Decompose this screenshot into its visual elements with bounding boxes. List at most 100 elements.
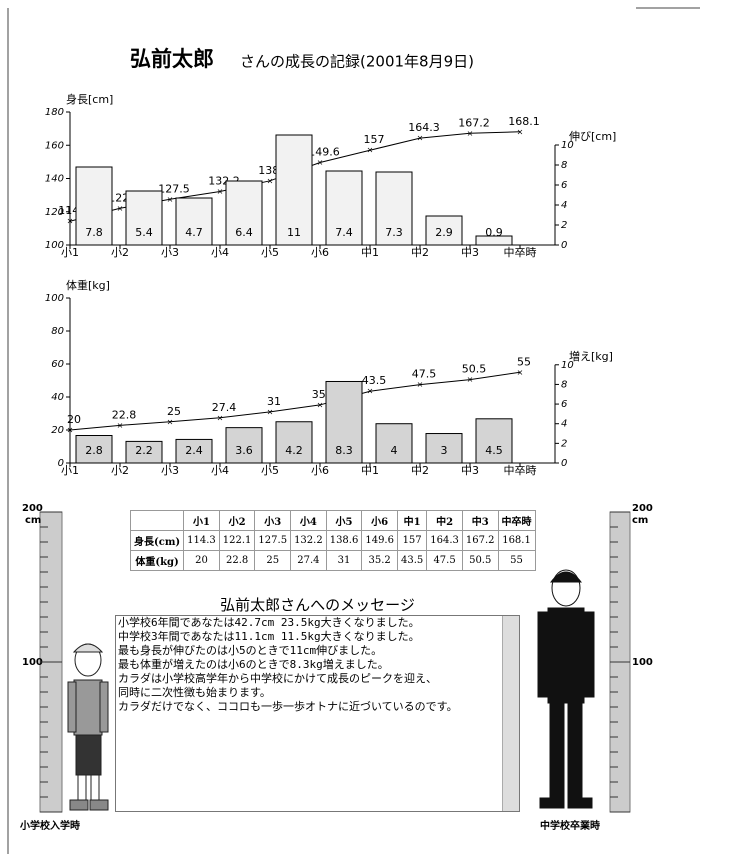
y-tick-label: 80 xyxy=(51,326,64,337)
cell: 55 xyxy=(498,551,535,571)
cell: 132.2 xyxy=(291,531,327,551)
y2-tick-label: 4 xyxy=(561,200,567,211)
page: 弘前太郎 さんの成長の記録(2001年8月9日) 200 cm 100 200 … xyxy=(0,0,741,854)
cell: 127.5 xyxy=(255,531,291,551)
x-tick-label: 小2 xyxy=(111,464,129,477)
right-caption: 中学校卒業時 xyxy=(540,819,600,832)
cell: 20 xyxy=(184,551,220,571)
x-tick-label: 小4 xyxy=(211,464,229,477)
x-tick-label: 小6 xyxy=(311,246,329,259)
column-header: 中卒時 xyxy=(498,511,535,531)
x-tick-label: 中2 xyxy=(411,464,429,477)
bar-label: 2.4 xyxy=(185,444,203,457)
cell: 50.5 xyxy=(462,551,498,571)
message-box[interactable]: 小学校6年間であなたは42.7cm 23.5kg大きくなりました。中学校3年間で… xyxy=(115,615,520,812)
message-title: 弘前太郎さんへのメッセージ xyxy=(115,594,520,615)
bar-label: 4.5 xyxy=(485,444,503,457)
cell: 122.1 xyxy=(219,531,255,551)
bar-label: 3 xyxy=(441,444,448,457)
point-label: 22.8 xyxy=(112,408,137,421)
bar-label: 8.3 xyxy=(335,444,353,457)
cell: 114.3 xyxy=(184,531,220,551)
student-figure xyxy=(538,570,594,808)
message-line: 同時に二次性徴も始まります。 xyxy=(116,686,519,700)
cell: 164.3 xyxy=(427,531,463,551)
y2-axis-label: 伸び[cm] xyxy=(569,130,616,143)
child-figure xyxy=(68,644,108,810)
column-header: 小3 xyxy=(255,511,291,531)
message-line: 最も体重が増えたのは小6のときで8.3kg増えました。 xyxy=(116,658,519,672)
bar-label: 11 xyxy=(287,226,301,239)
x-tick-label: 中2 xyxy=(411,246,429,259)
cell: 167.2 xyxy=(462,531,498,551)
cell: 149.6 xyxy=(362,531,398,551)
y-tick-label: 140 xyxy=(45,174,64,185)
column-header: 小4 xyxy=(291,511,327,531)
ruler-200: 200 xyxy=(22,503,43,514)
row-header: 体重(kg) xyxy=(131,551,184,571)
ruler-unit: cm xyxy=(632,515,648,526)
y2-tick-label: 2 xyxy=(561,438,567,449)
cell: 25 xyxy=(255,551,291,571)
y2-tick-label: 2 xyxy=(561,220,567,231)
bar-label: 6.4 xyxy=(235,226,253,239)
cell: 43.5 xyxy=(397,551,426,571)
column-header: 中2 xyxy=(427,511,463,531)
x-tick-label: 小3 xyxy=(161,246,179,259)
growth-table: 小1小2小3小4小5小6中1中2中3中卒時身長(cm)114.3122.1127… xyxy=(130,510,536,571)
x-tick-label: 中1 xyxy=(361,246,379,259)
point-label: 20 xyxy=(67,413,81,426)
x-tick-label: 中3 xyxy=(461,464,479,477)
cell: 27.4 xyxy=(291,551,327,571)
point-label: 55 xyxy=(517,355,531,368)
cell: 47.5 xyxy=(427,551,463,571)
y-tick-label: 40 xyxy=(51,392,64,403)
y2-tick-label: 6 xyxy=(561,180,567,191)
point-label: 167.2 xyxy=(458,116,490,129)
message-line: カラダだけでなく、ココロも一歩一歩オトナに近づいているのです。 xyxy=(116,700,519,714)
point-label: 25 xyxy=(167,405,181,418)
column-header: 中3 xyxy=(462,511,498,531)
y-tick-label: 160 xyxy=(45,140,64,151)
point-label: 43.5 xyxy=(362,374,387,387)
column-header: 中1 xyxy=(397,511,426,531)
y2-tick-label: 10 xyxy=(561,360,574,371)
point-label: 50.5 xyxy=(462,363,487,376)
point-label: 31 xyxy=(267,395,281,408)
column-header: 小5 xyxy=(326,511,362,531)
y-tick-label: 20 xyxy=(51,425,64,436)
y-axis-label: 身長[cm] xyxy=(66,92,113,106)
column-header: 小1 xyxy=(184,511,220,531)
left-caption: 小学校入学時 xyxy=(19,819,80,832)
column-header: 小6 xyxy=(362,511,398,531)
ruler-100: 100 xyxy=(22,657,43,668)
ruler-100: 100 xyxy=(632,657,653,668)
y2-tick-label: 10 xyxy=(561,140,574,151)
corner-cell xyxy=(131,511,184,531)
point-label: 157 xyxy=(364,133,385,146)
x-tick-label: 小5 xyxy=(261,464,279,477)
bar-label: 4.7 xyxy=(185,226,203,239)
y-tick-label: 60 xyxy=(51,359,64,370)
title-name: 弘前太郎 xyxy=(130,47,214,71)
bar-label: 7.4 xyxy=(335,226,353,239)
cell: 35.2 xyxy=(362,551,398,571)
column-header: 小2 xyxy=(219,511,255,531)
bar-label: 2.2 xyxy=(135,444,153,457)
ruler-unit: cm xyxy=(25,515,41,526)
y-tick-label: 100 xyxy=(45,293,64,304)
message-line: 小学校6年間であなたは42.7cm 23.5kg大きくなりました。 xyxy=(116,616,519,630)
cell: 138.6 xyxy=(326,531,362,551)
bar-label: 2.9 xyxy=(435,226,453,239)
x-tick-label: 中3 xyxy=(461,246,479,259)
y2-tick-label: 4 xyxy=(561,419,567,430)
x-tick-label: 中1 xyxy=(361,464,379,477)
bar-label: 5.4 xyxy=(135,226,153,239)
bar-label: 7.3 xyxy=(385,226,403,239)
y-tick-label: 180 xyxy=(45,107,64,118)
cell: 157 xyxy=(397,531,426,551)
message-line: 中学校3年間であなたは11.1cm 11.5kg大きくなりました。 xyxy=(116,630,519,644)
scrollbar[interactable] xyxy=(502,616,519,811)
cell: 22.8 xyxy=(219,551,255,571)
